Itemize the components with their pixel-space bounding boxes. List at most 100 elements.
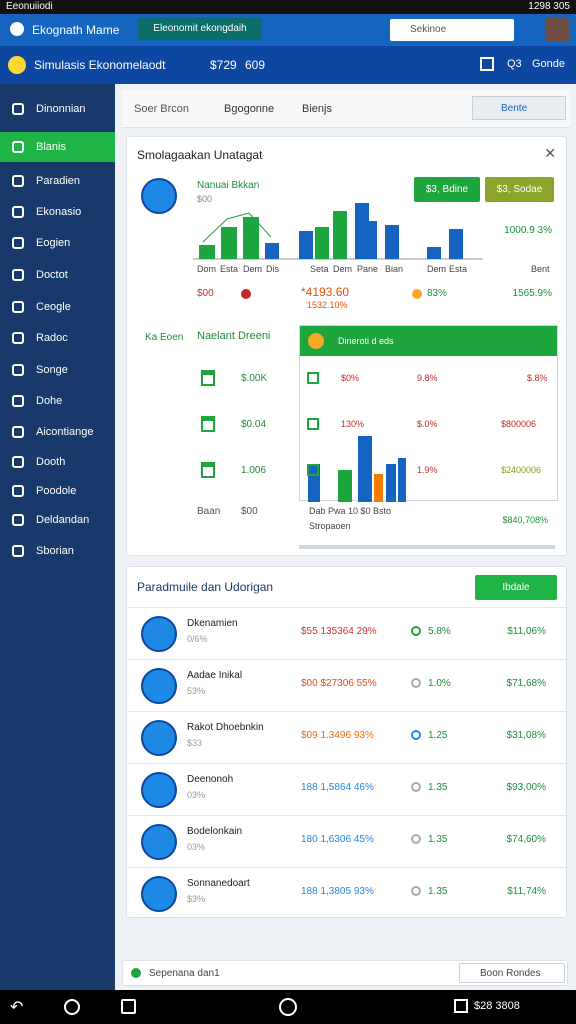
list-row: Dkenamien 0/6% $55 135364 29% 5.8% $11,06% (127, 607, 568, 659)
table-title: Dineroti d eds (338, 336, 394, 346)
dropdown[interactable]: Naelant Dreeni (197, 330, 271, 342)
row-icon (411, 886, 421, 896)
list-icon (201, 462, 215, 478)
tab-bar: Soer Brcon Bgogonne Bienjs Bente (122, 90, 570, 128)
sidebar-item[interactable]: Radoc (0, 323, 115, 353)
row-sub: 03% (187, 790, 206, 800)
chart-label: Dem (427, 264, 447, 274)
sidebar-item[interactable]: Dooth (0, 447, 115, 477)
sidebar-item[interactable]: Paradien (0, 166, 115, 196)
sub-amount-2: 609 (245, 58, 266, 72)
row-amount: $11,06% (507, 626, 546, 637)
table-cell: 1.9% (417, 465, 438, 475)
row-amount: $11,74% (507, 886, 546, 897)
row-name: Deenonoh (187, 774, 234, 785)
sidebar: Dinonnian Blanis Paradien Ekonasio Eogien Doc… (0, 84, 115, 990)
row-pct: 1.0% (428, 678, 451, 689)
action-button[interactable]: $3, Bdine (414, 177, 480, 202)
row-name: Sonnanedoart (187, 878, 250, 889)
sidebar-icon (12, 514, 24, 526)
row-name: Dkenamien (187, 618, 238, 629)
sidebar-item[interactable]: Doctot (0, 260, 115, 290)
nav-icon[interactable] (454, 999, 468, 1013)
sidebar-item[interactable]: Songe (0, 355, 115, 385)
stat: $00 (197, 288, 214, 299)
sidebar-item[interactable]: Dinonnian (0, 94, 115, 124)
list-row: Deenonoh 03% 188 1,5864 46% 1.35 $93,00% (127, 763, 568, 815)
sub-right[interactable]: Gonde (532, 58, 566, 70)
list-row: Aadae Inikal 53% $00 $27306 55% 1.0% $71,68% (127, 659, 568, 711)
sidebar-item[interactable]: Ekonasio (0, 197, 115, 227)
top-button[interactable]: Eleonomit ekongdaih (138, 18, 262, 40)
row-pct: 1.35 (428, 782, 448, 793)
row-sub: $33 (187, 738, 203, 748)
row-avatar (141, 720, 177, 756)
sidebar-icon (12, 332, 24, 344)
sidebar-icon (12, 269, 24, 281)
sidebar-item[interactable]: Ceogle (0, 292, 115, 322)
table-total: $840,708% (502, 515, 548, 525)
card-title: Paradmuile dan Udorigan (137, 580, 274, 594)
tab[interactable]: Bienjs (302, 103, 332, 115)
chart-label: Esta (449, 264, 468, 274)
close-icon[interactable]: ✕ (544, 145, 556, 161)
sub-amount: $729 (210, 58, 237, 72)
row-amount: $74,60% (506, 834, 546, 845)
sidebar-icon (12, 141, 24, 153)
sidebar-item[interactable]: Deldandan (0, 505, 115, 535)
recents-button[interactable] (121, 999, 136, 1014)
row-value: 188 1,3805 93% (301, 886, 374, 897)
row-amount: $93,00% (506, 782, 546, 793)
row-pct: 5.8% (428, 626, 451, 637)
sidebar-icon (12, 426, 24, 438)
sidebar-icon (12, 485, 24, 497)
chart-label: Dem (243, 264, 263, 274)
row-amount: $31,08% (506, 730, 546, 741)
sidebar-item[interactable]: Blanis (0, 132, 115, 162)
list-icon (201, 416, 215, 432)
assist-button[interactable] (279, 998, 297, 1016)
sidebar-item[interactable]: Dohe (0, 386, 115, 416)
row-value: 188 1,5864 46% (301, 782, 374, 793)
row-pct: 1.35 (428, 886, 448, 897)
bar-chart (193, 203, 483, 260)
chart-label: Bent (531, 264, 550, 274)
nav-right: $28 3808 (474, 1000, 520, 1012)
bottom-select[interactable]: Boon Rondes (459, 963, 565, 983)
table-axis: Dab Pwa 10 $0 Bsto (309, 506, 392, 516)
table-cell: $.0% (417, 419, 438, 429)
bar (358, 436, 372, 502)
tab-button[interactable]: Bente (472, 96, 566, 120)
chart-label: Dem (333, 264, 353, 274)
row-avatar (141, 616, 177, 652)
sidebar-item[interactable]: Aicontiange (0, 417, 115, 447)
status-bar: Eeonuiiodi 1298 305 (0, 0, 576, 14)
scrollbar[interactable] (299, 545, 555, 549)
back-button[interactable]: ↶ (10, 999, 24, 1016)
sidebar-item[interactable]: Sborian (0, 536, 115, 566)
row-sub: 03% (187, 842, 206, 852)
row-icon (307, 418, 319, 430)
row-icon (411, 626, 421, 636)
card-button[interactable]: Ibdale (475, 575, 557, 600)
profile-name: Nanuai Bkkan (197, 180, 260, 191)
bar (315, 227, 329, 259)
list-footer: $00 (241, 506, 258, 517)
sidebar-item[interactable]: Eogien (0, 228, 115, 258)
sidebar-item[interactable]: Poodole (0, 476, 115, 506)
section-label: Ka Eoen (145, 332, 184, 343)
bar (338, 470, 352, 502)
stat: *4193.60 (301, 285, 350, 299)
tab[interactable]: Soer Brcon (134, 103, 190, 115)
action-button[interactable]: $3, Sodae (485, 177, 554, 202)
search-box[interactable]: Sekinoe (390, 19, 514, 41)
bar (221, 227, 237, 259)
home-button[interactable] (64, 999, 80, 1015)
list-value: 1.006 (241, 465, 267, 476)
user-avatar[interactable] (545, 18, 569, 42)
tab[interactable]: Bgogonne (224, 103, 275, 115)
row-sub: 0/6% (187, 634, 208, 644)
calendar-icon[interactable] (480, 57, 494, 71)
bar (449, 229, 463, 259)
nav-bar: ↶ $28 3808 (0, 990, 576, 1024)
